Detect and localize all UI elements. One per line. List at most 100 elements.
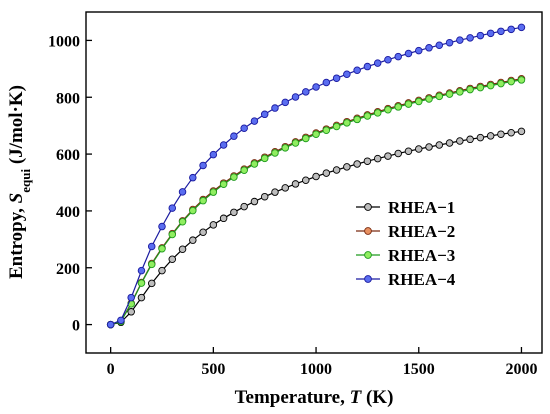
data-point — [312, 172, 320, 181]
data-point — [230, 173, 238, 181]
x-tick-label: 1500 — [403, 361, 435, 378]
series-3 — [106, 76, 526, 329]
data-point — [373, 59, 382, 67]
series-line — [110, 78, 522, 326]
data-point — [147, 279, 156, 288]
data-point — [332, 122, 341, 131]
data-point — [168, 204, 177, 212]
data-point — [476, 83, 485, 92]
data-point — [456, 137, 464, 145]
series-line — [110, 130, 522, 326]
data-point — [230, 208, 238, 217]
data-point — [291, 93, 300, 101]
data-point — [302, 176, 310, 184]
data-point — [312, 130, 320, 138]
data-point — [271, 188, 279, 196]
data-point — [281, 144, 289, 152]
data-point — [137, 266, 146, 275]
data-point — [106, 320, 115, 329]
data-point — [209, 150, 218, 159]
data-point — [281, 98, 289, 107]
data-point — [415, 145, 423, 153]
data-point — [127, 308, 135, 316]
y-tick-label: 400 — [56, 204, 80, 221]
x-tick-label: 500 — [201, 361, 225, 378]
legend-item: RHEA−2 — [356, 222, 455, 241]
data-point — [486, 81, 495, 90]
legend-item: RHEA−3 — [356, 246, 455, 265]
legend-label: RHEA−3 — [388, 246, 455, 265]
data-point — [394, 103, 402, 111]
data-point — [250, 160, 259, 168]
legend-label: RHEA−4 — [388, 270, 456, 289]
data-point — [137, 279, 146, 287]
data-point — [373, 109, 382, 117]
data-point — [343, 163, 351, 171]
data-point — [466, 135, 474, 144]
data-point — [199, 161, 207, 170]
data-point — [117, 316, 125, 325]
data-point — [486, 132, 495, 140]
data-point — [404, 49, 413, 58]
plot-frame — [85, 11, 543, 354]
data-point — [353, 66, 361, 75]
series-2 — [106, 75, 526, 329]
series-line — [110, 79, 522, 326]
data-point — [394, 149, 402, 158]
data-point — [209, 221, 218, 229]
data-point — [353, 115, 361, 124]
data-point — [435, 141, 444, 149]
data-point — [425, 44, 433, 52]
data-point — [209, 188, 218, 196]
data-point — [425, 143, 433, 151]
data-point — [189, 206, 197, 215]
data-point — [291, 139, 300, 147]
legend: RHEA−1 RHEA−2 RHEA−3 RHEA−4 — [356, 198, 456, 289]
data-point — [291, 180, 300, 188]
data-point — [158, 222, 166, 231]
data-point — [158, 266, 166, 275]
data-point — [219, 214, 228, 223]
x-tick-label: 0 — [107, 361, 115, 378]
legend-item: RHEA−1 — [356, 198, 455, 217]
series-layer — [106, 23, 526, 329]
data-point — [497, 79, 505, 88]
data-point — [404, 100, 413, 108]
data-point — [456, 36, 464, 44]
data-point — [332, 166, 341, 174]
data-point — [312, 83, 320, 91]
data-point — [476, 31, 485, 40]
data-point — [425, 95, 433, 103]
data-point — [353, 160, 361, 168]
data-point — [147, 242, 156, 251]
data-point — [199, 196, 207, 205]
data-point — [445, 38, 454, 47]
y-tick-label: 1000 — [48, 33, 80, 50]
data-point — [199, 228, 207, 236]
data-point — [158, 244, 166, 253]
data-point — [240, 202, 248, 211]
data-point — [456, 88, 464, 96]
data-point — [415, 46, 423, 55]
data-point — [168, 230, 177, 239]
data-point — [384, 152, 392, 160]
series-1 — [106, 127, 526, 329]
y-axis-title: Entropy, Sequi (J/mol·K) — [6, 85, 33, 279]
y-tick-label: 0 — [72, 318, 80, 335]
y-tick-label: 200 — [56, 261, 80, 278]
data-point — [435, 41, 444, 49]
data-point — [517, 23, 526, 32]
data-point — [517, 127, 526, 136]
data-point — [302, 134, 310, 143]
data-point — [384, 55, 392, 64]
data-point — [281, 184, 289, 192]
data-point — [302, 88, 310, 96]
data-point — [507, 77, 515, 86]
data-point — [363, 157, 372, 165]
y-tick-label: 800 — [56, 90, 80, 107]
data-point — [260, 192, 269, 201]
data-point — [435, 92, 444, 101]
legend-marker — [364, 227, 372, 235]
legend-item: RHEA−4 — [356, 270, 456, 289]
